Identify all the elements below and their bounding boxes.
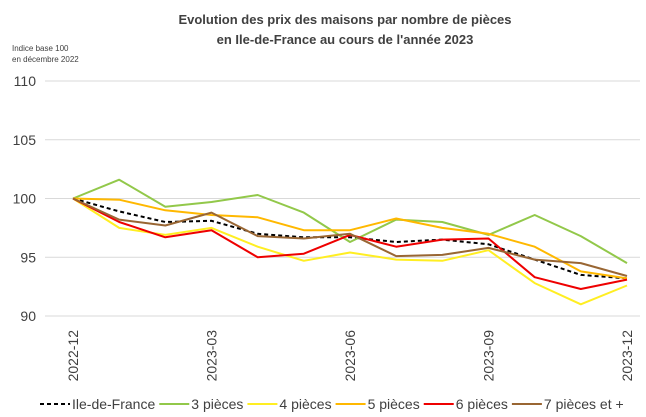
series-line xyxy=(72,178,628,264)
x-tick-label: 2023-09 xyxy=(481,330,497,382)
y-tick-label: 95 xyxy=(20,249,36,265)
series-line xyxy=(72,197,628,280)
legend-label: 5 pièces xyxy=(368,396,420,412)
y-axis-label: Indice base 100 xyxy=(12,44,69,53)
legend-label: 4 pièces xyxy=(279,396,331,412)
x-tick-label: 2023-06 xyxy=(342,330,358,382)
series-line xyxy=(72,197,628,280)
legend-label: 6 pièces xyxy=(456,396,508,412)
y-tick-label: 110 xyxy=(14,73,37,89)
y-axis-label: en décembre 2022 xyxy=(12,55,79,64)
x-tick-label: 2023-12 xyxy=(619,330,635,382)
legend-label: Ile-de-France xyxy=(72,396,155,412)
legend-label: 3 pièces xyxy=(191,396,243,412)
y-tick-label: 105 xyxy=(13,132,37,148)
legend-label: 7 pièces et + xyxy=(544,396,624,412)
chart-title: Evolution des prix des maisons par nombr… xyxy=(178,12,511,27)
y-tick-label: 90 xyxy=(20,308,36,324)
chart-title: en Ile-de-France au cours de l'année 202… xyxy=(217,32,474,47)
series-line xyxy=(72,197,628,277)
series-line xyxy=(72,197,628,306)
x-tick-label: 2022-12 xyxy=(65,330,81,382)
y-tick-label: 100 xyxy=(13,191,37,207)
x-tick-label: 2023-03 xyxy=(204,330,220,382)
series-line xyxy=(72,197,628,290)
